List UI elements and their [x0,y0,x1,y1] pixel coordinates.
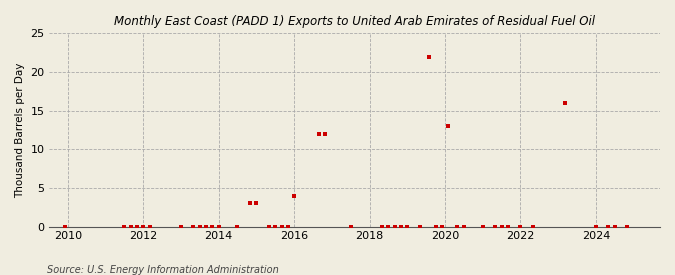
Point [424,54,435,59]
Point [527,224,538,229]
Title: Monthly East Coast (PADD 1) Exports to United Arab Emirates of Residual Fuel Oil: Monthly East Coast (PADD 1) Exports to U… [114,15,595,28]
Point [263,224,274,229]
Y-axis label: Thousand Barrels per Day: Thousand Barrels per Day [15,62,25,198]
Point [414,224,425,229]
Point [289,194,300,198]
Point [194,224,205,229]
Point [207,224,217,229]
Point [59,224,70,229]
Point [437,224,448,229]
Point [251,201,262,206]
Point [144,224,155,229]
Point [603,224,614,229]
Point [458,224,469,229]
Point [490,224,501,229]
Point [496,224,507,229]
Point [276,224,287,229]
Point [396,224,406,229]
Point [132,224,142,229]
Point [452,224,463,229]
Point [200,224,211,229]
Point [345,224,356,229]
Point [270,224,281,229]
Point [383,224,394,229]
Point [138,224,148,229]
Point [320,132,331,136]
Point [126,224,136,229]
Point [503,224,514,229]
Point [430,224,441,229]
Point [389,224,400,229]
Point [402,224,412,229]
Point [477,224,488,229]
Point [443,124,454,128]
Point [515,224,526,229]
Point [176,224,186,229]
Point [244,201,255,206]
Point [119,224,130,229]
Point [188,224,198,229]
Point [591,224,601,229]
Point [559,101,570,105]
Point [213,224,224,229]
Text: Source: U.S. Energy Information Administration: Source: U.S. Energy Information Administ… [47,265,279,275]
Point [610,224,620,229]
Point [282,224,293,229]
Point [232,224,243,229]
Point [314,132,325,136]
Point [377,224,387,229]
Point [622,224,632,229]
